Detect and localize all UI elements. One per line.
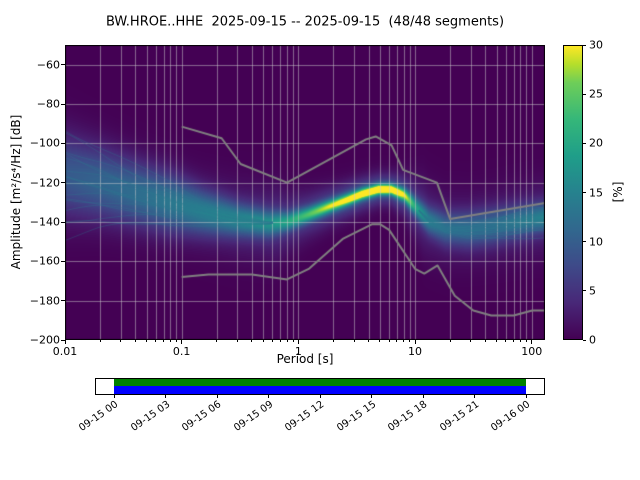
timeline-tick	[268, 395, 269, 398]
timeline-tick	[319, 395, 321, 398]
x-minor-tick	[279, 340, 281, 342]
colorbar-tick-label: 10	[589, 235, 603, 249]
colorbar-label: [%]	[611, 181, 625, 203]
x-minor-tick	[403, 340, 405, 342]
timeline-tick	[525, 395, 527, 398]
timeline-tick-label: 09-15 18	[386, 399, 430, 434]
colorbar-tick-label: 0	[589, 333, 596, 347]
colorbar-tick-label: 20	[589, 136, 603, 150]
x-minor-tick	[505, 340, 507, 342]
y-tick	[61, 221, 65, 223]
x-tick	[64, 340, 66, 344]
x-minor-tick	[470, 340, 472, 342]
coverage-data-bar	[114, 386, 526, 394]
colorbar-tick-label: 25	[589, 87, 603, 101]
x-tick	[297, 340, 299, 344]
x-minor-tick	[525, 340, 527, 342]
y-tick-label: −100	[29, 136, 60, 150]
colorbar	[563, 45, 583, 340]
colorbar-tick	[583, 44, 586, 46]
x-minor-tick	[332, 340, 334, 342]
x-minor-tick	[175, 340, 177, 342]
colorbar-tick	[583, 290, 586, 292]
x-minor-tick	[409, 340, 411, 342]
timeline-tick-label: 09-16 00	[489, 399, 533, 434]
x-minor-tick	[286, 340, 288, 342]
x-minor-tick	[484, 340, 486, 342]
x-minor-tick	[155, 340, 157, 342]
y-tick	[61, 103, 65, 105]
x-minor-tick	[368, 340, 370, 342]
timeline-tick-label: 09-15 00	[77, 399, 121, 434]
colorbar-tick-label: 30	[589, 38, 603, 52]
y-tick	[61, 339, 65, 341]
x-tick-label: 100	[521, 345, 543, 358]
x-minor-tick	[134, 340, 136, 342]
ppsd-heatmap	[65, 45, 545, 340]
x-minor-tick	[262, 340, 264, 342]
timeline-tick-label: 09-15 06	[180, 399, 224, 434]
y-tick	[61, 300, 65, 302]
timeline-tick-label: 09-15 21	[437, 399, 481, 434]
x-minor-tick	[216, 340, 218, 342]
timeline-tick-label: 09-15 12	[283, 399, 327, 434]
colorbar-tick	[583, 192, 586, 193]
x-tick-label: 10	[408, 345, 423, 358]
x-tick	[414, 340, 416, 344]
colorbar-tick	[583, 339, 586, 341]
x-minor-tick	[388, 340, 390, 342]
timeline-tick	[422, 395, 424, 398]
chart-title: BW.HROE..HHE 2025-09-15 -- 2025-09-15 (4…	[105, 14, 505, 30]
y-tick-label: −120	[29, 176, 60, 190]
x-tick	[531, 340, 533, 344]
y-tick-label: −80	[36, 97, 60, 111]
x-tick-label: 0.01	[52, 345, 78, 358]
x-minor-tick	[251, 340, 253, 342]
colorbar-tick	[583, 142, 586, 144]
timeline-tick	[474, 395, 475, 398]
x-minor-tick	[353, 340, 355, 342]
colorbar-tick	[583, 93, 586, 95]
x-minor-tick	[163, 340, 165, 342]
coverage-processed-bar	[114, 379, 526, 386]
colorbar-tick	[583, 241, 586, 243]
x-minor-tick	[379, 340, 381, 342]
y-tick	[61, 142, 65, 144]
x-minor-tick	[513, 340, 515, 342]
x-minor-tick	[449, 340, 451, 342]
y-tick-label: −160	[29, 254, 60, 268]
y-tick-label: −60	[36, 58, 60, 72]
x-minor-tick	[146, 340, 148, 342]
x-minor-tick	[236, 340, 238, 342]
x-minor-tick	[519, 340, 521, 342]
x-minor-tick	[396, 340, 398, 342]
x-tick-label: 0.1	[172, 345, 191, 358]
y-tick-label: −140	[29, 215, 60, 229]
x-minor-tick	[271, 340, 273, 342]
timeline-tick-label: 09-15 15	[334, 399, 378, 434]
y-tick-label: −180	[29, 294, 60, 308]
x-minor-tick	[120, 340, 122, 342]
y-tick	[61, 64, 65, 66]
y-tick-label: −200	[29, 333, 60, 347]
x-minor-tick	[169, 340, 171, 342]
timeline-tick-label: 09-15 03	[128, 399, 172, 434]
x-minor-tick	[99, 340, 101, 342]
x-tick	[181, 340, 183, 344]
x-axis-label: Period [s]	[276, 352, 334, 366]
y-tick	[61, 260, 65, 262]
timeline-tick-label: 09-15 09	[231, 399, 275, 434]
timeline-tick	[371, 395, 372, 398]
x-minor-tick	[292, 340, 294, 342]
colorbar-tick-label: 15	[589, 186, 603, 199]
timeline-tick	[165, 395, 166, 398]
timeline-tick	[216, 395, 218, 398]
timeline-coverage-bar	[95, 378, 545, 395]
y-tick	[61, 182, 65, 184]
timeline-tick	[113, 395, 115, 398]
colorbar-tick-label: 5	[589, 284, 596, 298]
x-minor-tick	[496, 340, 498, 342]
x-tick-label: 1	[294, 345, 302, 358]
